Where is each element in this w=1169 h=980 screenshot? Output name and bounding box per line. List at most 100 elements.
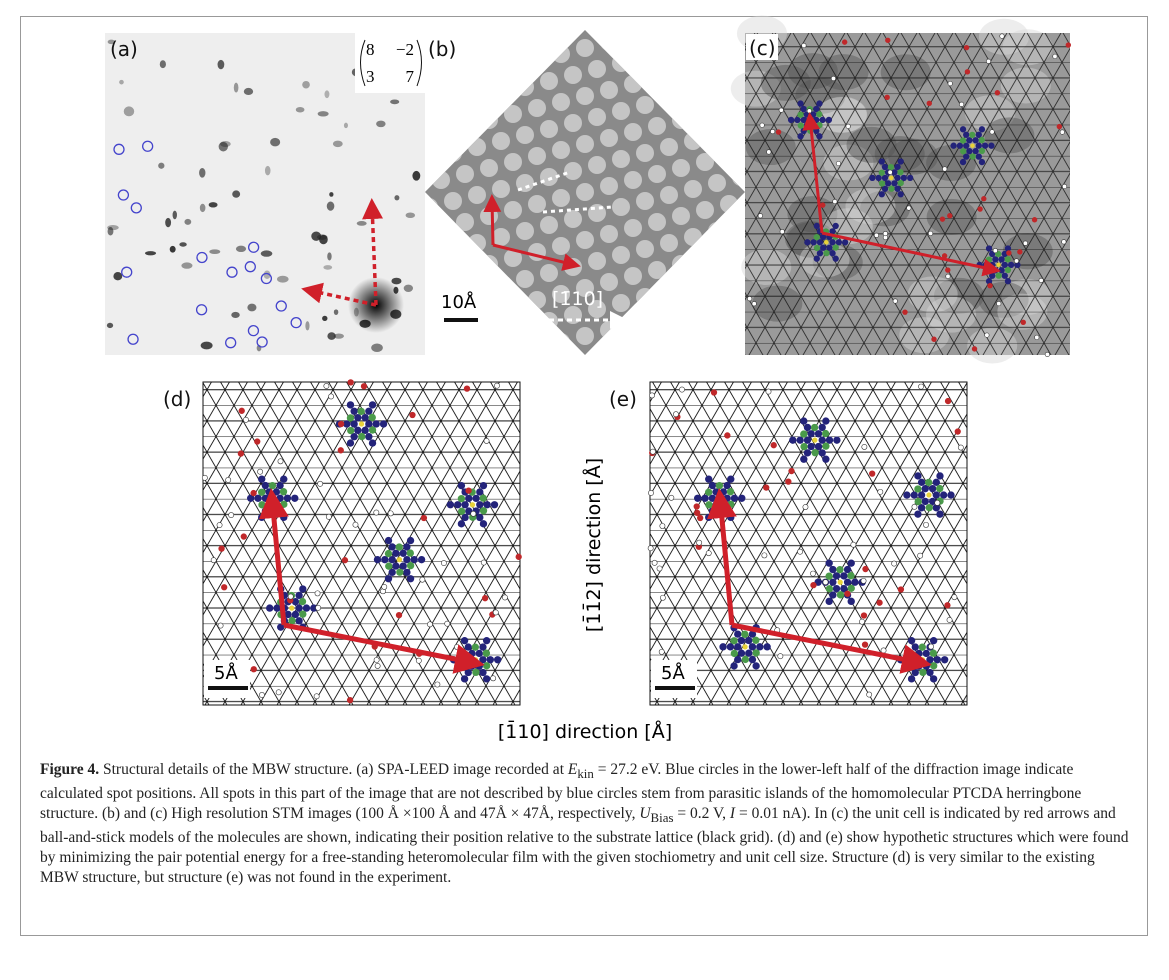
spot: [107, 323, 113, 328]
blob: [432, 267, 450, 285]
blob: [624, 267, 642, 285]
atom: [392, 562, 399, 569]
blob: [756, 354, 774, 372]
atom: [471, 511, 476, 516]
atom: [760, 123, 765, 128]
blob: [576, 327, 594, 345]
blob: [456, 117, 474, 135]
atom: [923, 522, 928, 527]
atom: [734, 630, 741, 637]
atom: [970, 143, 975, 148]
atom: [925, 479, 932, 486]
blob: [492, 84, 510, 102]
spot: [160, 60, 166, 68]
spot: [323, 265, 332, 270]
unit-arrow: [492, 200, 493, 245]
atom: [734, 656, 741, 663]
blob: [588, 396, 606, 414]
atom: [314, 694, 319, 699]
atom: [833, 223, 839, 229]
scale-label: 5Å: [214, 662, 238, 684]
atom: [221, 584, 227, 590]
blob: [492, 132, 510, 150]
atom: [347, 401, 354, 408]
spot: [170, 246, 176, 253]
atom: [814, 245, 820, 251]
atom: [814, 256, 820, 262]
blob: [492, 180, 510, 198]
atom: [986, 245, 992, 251]
blob: [600, 81, 618, 99]
atom: [694, 503, 700, 509]
atom: [1062, 240, 1067, 245]
blob: [624, 459, 642, 477]
blob: [720, 291, 738, 309]
atom: [879, 180, 885, 186]
atom: [738, 650, 745, 657]
atom: [257, 469, 262, 474]
atom: [970, 153, 976, 159]
atom: [679, 387, 684, 392]
atom: [741, 631, 748, 638]
atom: [407, 537, 414, 544]
blob: [612, 294, 630, 312]
atom: [326, 514, 331, 519]
atom: [464, 385, 470, 391]
atom: [945, 398, 951, 404]
blob: [600, 225, 618, 243]
blob: [636, 48, 654, 66]
atom: [898, 191, 904, 197]
blob: [420, 6, 438, 24]
blob: [600, 369, 618, 387]
atom: [694, 510, 700, 516]
atom: [694, 495, 701, 502]
atom: [458, 495, 465, 502]
atom: [848, 598, 855, 605]
atom: [742, 656, 749, 663]
atom: [461, 650, 468, 657]
atom: [374, 556, 381, 563]
atom: [479, 669, 486, 676]
atom: [476, 662, 483, 669]
atom: [454, 644, 459, 649]
atom: [778, 654, 783, 659]
atom: [752, 649, 759, 656]
blob: [588, 348, 606, 366]
blob: [1008, 363, 1026, 381]
blob: [684, 132, 702, 150]
atom: [745, 650, 752, 657]
atom: [295, 592, 302, 599]
panel-label: (c): [749, 36, 776, 60]
blob: [636, 144, 654, 162]
blob: [312, 9, 330, 27]
atom: [396, 569, 403, 576]
atom: [380, 420, 387, 427]
atom: [829, 250, 835, 256]
atom: [465, 495, 472, 502]
atom: [727, 514, 734, 521]
atom: [649, 393, 654, 398]
atom: [400, 562, 407, 569]
atom: [986, 257, 992, 263]
blob: [672, 351, 690, 369]
atom: [944, 602, 950, 608]
atom: [804, 449, 811, 456]
atom: [265, 488, 272, 495]
spot: [179, 242, 186, 246]
blob: [456, 357, 474, 375]
blob: [648, 117, 666, 135]
atom: [894, 186, 900, 192]
spot: [329, 192, 333, 197]
atom: [711, 389, 717, 395]
blob: [612, 246, 630, 264]
atom: [354, 414, 361, 421]
blob: [576, 87, 594, 105]
atom: [673, 412, 678, 417]
blob: [408, 0, 426, 3]
atom: [382, 584, 387, 589]
blob: [540, 456, 558, 474]
blob: [648, 21, 666, 39]
blob: [504, 9, 522, 27]
spot: [231, 312, 239, 318]
atom: [879, 158, 885, 164]
